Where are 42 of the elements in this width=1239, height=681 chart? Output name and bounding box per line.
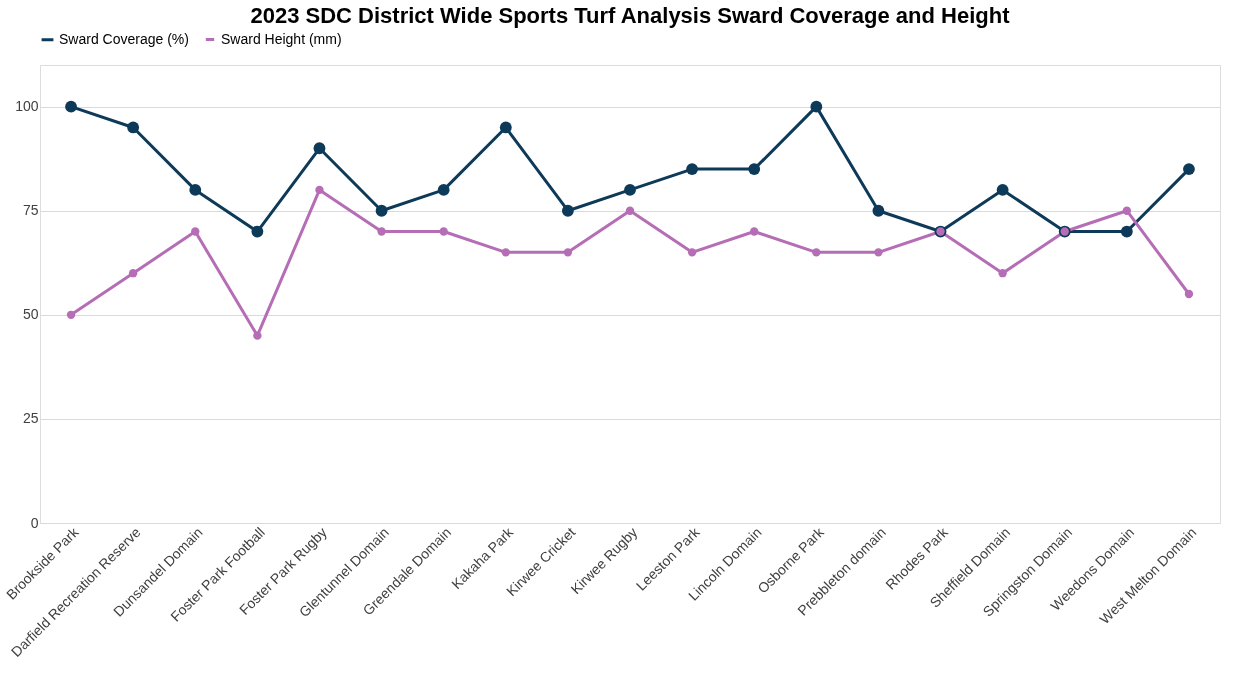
point	[1120, 225, 1133, 238]
point	[501, 248, 510, 257]
point	[127, 121, 140, 134]
point	[1184, 289, 1194, 299]
point	[810, 100, 823, 113]
y-tick-label: 25	[22, 410, 39, 427]
point	[1122, 206, 1132, 215]
point	[624, 184, 636, 196]
point	[375, 204, 388, 217]
y-tick-label: 75	[22, 202, 39, 219]
point	[998, 269, 1007, 278]
point	[377, 227, 386, 236]
point	[128, 269, 138, 278]
point	[812, 248, 821, 257]
point	[687, 248, 697, 257]
y-tick-label: 50	[22, 306, 39, 323]
point	[499, 121, 512, 134]
point	[66, 310, 76, 319]
point	[191, 227, 200, 236]
point	[748, 163, 761, 175]
point	[872, 204, 885, 217]
point	[189, 184, 202, 196]
point	[686, 163, 699, 175]
point	[563, 248, 573, 257]
point	[437, 184, 450, 196]
point	[65, 100, 77, 113]
legend-label: Sward Coverage (%)	[59, 30, 189, 47]
point	[313, 142, 326, 155]
legend-label: Sward Height (mm)	[221, 30, 342, 47]
y-tick-label: 0	[30, 514, 39, 531]
point	[253, 331, 262, 340]
point	[996, 184, 1009, 196]
y-tick-label: 100	[15, 98, 39, 115]
point	[874, 248, 883, 257]
point	[561, 204, 574, 217]
point	[1183, 163, 1195, 175]
point	[750, 227, 759, 236]
point	[439, 227, 448, 236]
point	[315, 185, 324, 195]
chart-title: 2023 SDC District Wide Sports Turf Analysis Sward Coverage and Height	[250, 3, 1011, 28]
point	[625, 206, 635, 215]
point	[251, 225, 264, 238]
